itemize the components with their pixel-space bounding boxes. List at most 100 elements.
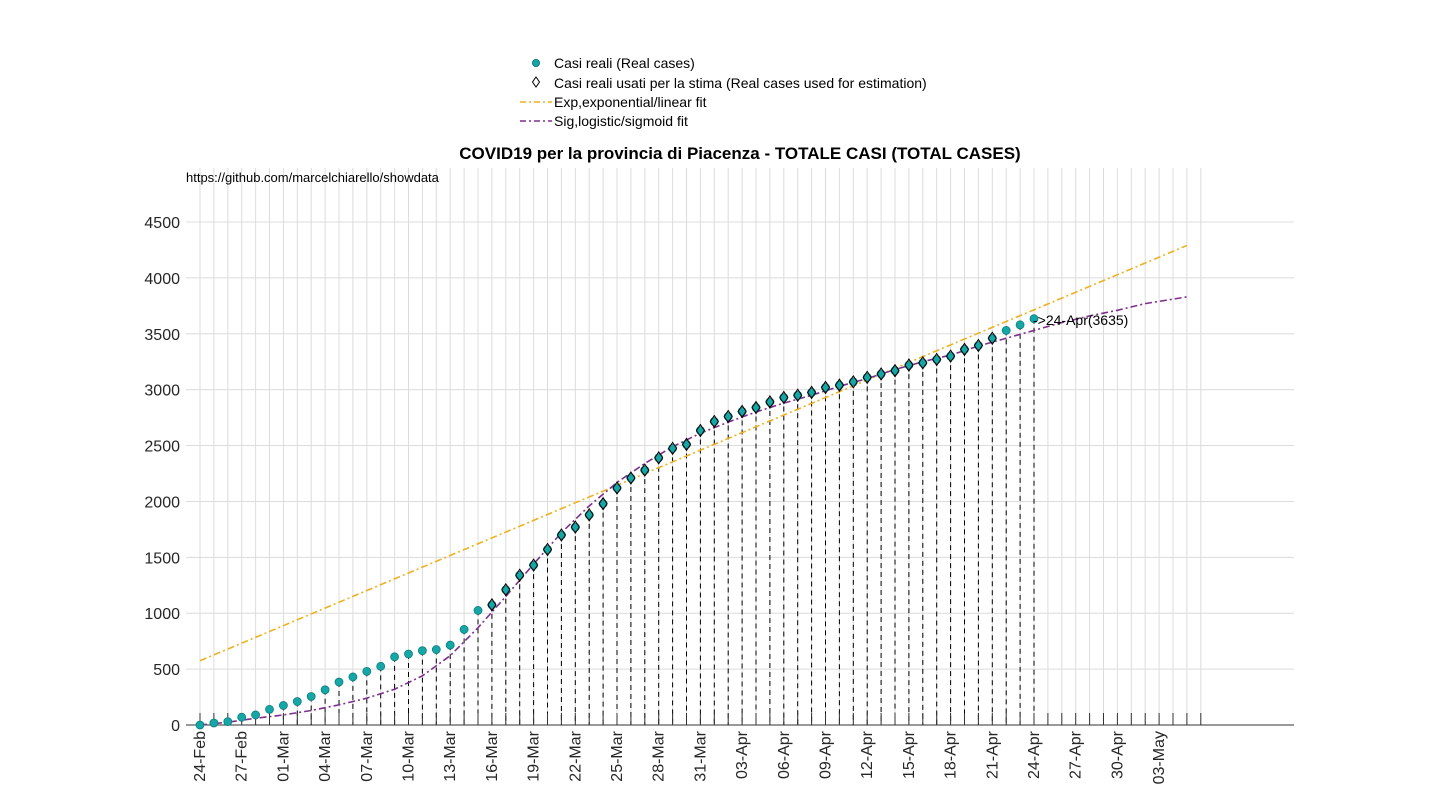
used-case-diamond: [667, 441, 678, 456]
y-tick-label: 1500: [144, 550, 180, 567]
used-case-diamond: [904, 358, 914, 372]
real-case-point: [987, 333, 997, 343]
drop-lines: [213, 318, 1035, 725]
real-case-point: [598, 499, 608, 509]
x-tick-label: 31-Mar: [692, 730, 709, 781]
y-tick-label: 2500: [144, 439, 180, 456]
used-case-diamond: [723, 409, 733, 424]
x-tick-label: 25-Mar: [609, 730, 626, 781]
real-case-point: [362, 666, 372, 676]
y-tick-label: 4500: [144, 215, 180, 232]
real-case-point: [682, 440, 691, 449]
used-case-diamond: [820, 380, 831, 395]
real-case-point: [501, 585, 511, 595]
real-case-point: [570, 522, 580, 532]
sig-fit-line: [199, 296, 1188, 726]
real-case-point: [876, 369, 886, 379]
exp-fit-line: [199, 244, 1188, 662]
real-case-point: [459, 625, 469, 634]
used-case-diamond: [945, 349, 956, 364]
real-case-point: [932, 355, 942, 364]
data-markers: [195, 314, 1039, 730]
x-tick-label: 12-Apr: [859, 730, 876, 779]
real-case-point: [417, 646, 427, 656]
x-tick-label: 30-Apr: [1109, 730, 1126, 779]
real-case-point: [306, 692, 316, 701]
real-case-point: [195, 720, 205, 730]
real-case-point: [640, 465, 650, 475]
x-tick-label: 24-Apr: [1026, 730, 1043, 779]
x-tick-label: 28-Mar: [651, 730, 668, 781]
real-case-point: [1001, 326, 1011, 335]
x-tick-label: 04-Mar: [317, 730, 334, 781]
x-tick-label: 16-Mar: [484, 730, 501, 781]
real-case-point: [835, 380, 844, 390]
real-case-point: [612, 483, 622, 493]
real-case-point: [807, 388, 816, 397]
legend-label-used: Casi reali usati per la stima (Real case…: [554, 75, 927, 91]
real-case-point: [1015, 320, 1025, 330]
real-case-point: [654, 453, 664, 463]
used-case-diamond: [918, 355, 928, 370]
real-case-point: [515, 570, 525, 580]
used-case-diamond: [681, 437, 692, 452]
x-tick-label: 27-Apr: [1068, 730, 1085, 779]
real-case-point: [292, 697, 302, 706]
real-case-point: [793, 390, 803, 400]
real-case-point: [529, 560, 538, 570]
watermark-url: https://github.com/marcelchiarello/showd…: [186, 170, 440, 185]
used-case-diamond: [556, 528, 567, 542]
real-case-point: [209, 718, 219, 728]
real-case-point: [709, 417, 719, 426]
used-case-diamond: [570, 520, 580, 535]
used-case-diamond: [528, 558, 539, 573]
real-case-point: [960, 345, 969, 354]
real-case-point: [334, 677, 344, 687]
legend-label-real: Casi reali (Real cases): [554, 55, 695, 71]
used-case-diamond: [542, 542, 553, 557]
used-case-diamond: [584, 507, 594, 522]
used-case-diamond: [793, 388, 803, 403]
used-case-diamond: [765, 395, 775, 409]
last-value-annotation: ->24-Apr(3635): [1033, 312, 1128, 328]
real-case-point: [626, 473, 636, 483]
real-case-point: [473, 606, 483, 615]
y-tick-label: 3500: [144, 327, 180, 344]
real-case-point: [737, 407, 747, 416]
real-case-point: [904, 360, 914, 370]
x-tick-label: 06-Apr: [776, 730, 793, 779]
x-tick-label: 21-Apr: [984, 730, 1001, 779]
x-tick-label: 15-Apr: [901, 730, 918, 779]
x-tick-label: 18-Apr: [943, 730, 960, 779]
used-case-diamond: [640, 463, 650, 478]
used-case-diamond: [598, 496, 608, 511]
real-case-point: [862, 372, 872, 382]
used-case-diamond: [612, 481, 622, 495]
real-case-point: [237, 712, 247, 722]
used-case-diamond: [501, 582, 511, 597]
real-case-point: [1029, 314, 1039, 324]
x-tick-label: 03-May: [1151, 731, 1168, 784]
real-case-point: [278, 701, 288, 710]
y-tick-label: 4000: [144, 271, 180, 288]
used-case-diamond: [932, 352, 942, 367]
x-tick-label: 10-Mar: [401, 730, 418, 781]
real-case-point: [265, 704, 274, 714]
real-case-point: [723, 412, 733, 421]
real-case-point: [404, 649, 413, 659]
real-case-point: [557, 530, 566, 540]
used-case-diamond: [695, 423, 706, 438]
used-case-diamond: [890, 363, 900, 378]
real-case-point: [584, 510, 594, 520]
used-case-diamond: [654, 450, 664, 465]
real-case-point: [223, 717, 233, 727]
used-case-diamond: [737, 404, 747, 419]
x-tick-label: 22-Mar: [567, 730, 584, 781]
x-tick-label: 27-Feb: [234, 731, 251, 782]
used-case-diamond: [876, 367, 886, 381]
real-case-point: [376, 661, 386, 671]
x-tick-label: 01-Mar: [275, 730, 292, 781]
x-tick-label: 24-Feb: [192, 731, 209, 782]
real-case-point: [765, 397, 775, 407]
real-case-point: [390, 652, 400, 662]
